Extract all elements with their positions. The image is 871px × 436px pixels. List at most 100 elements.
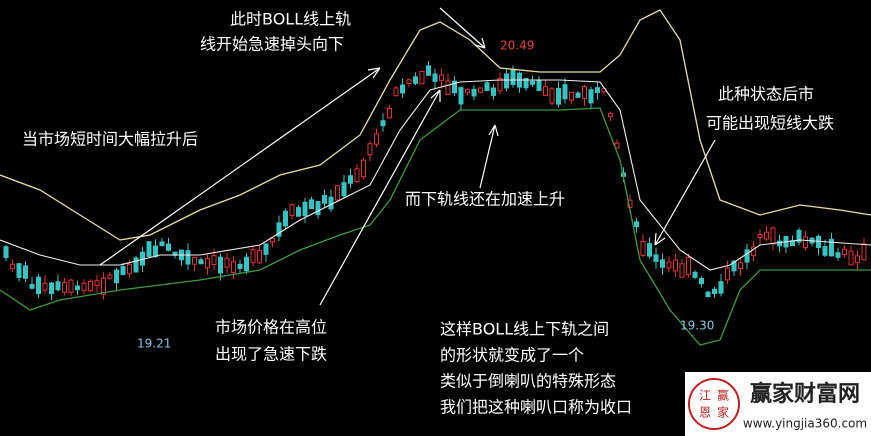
candle-body	[536, 80, 542, 91]
candle-body	[413, 76, 418, 84]
candle-body	[400, 84, 405, 94]
price-label: 19.30	[680, 319, 714, 333]
candle-body	[796, 229, 802, 243]
logo-char: 恩	[699, 406, 711, 420]
candle-body	[497, 77, 503, 92]
candle-body	[237, 263, 243, 269]
candle-body	[88, 280, 93, 292]
candle-body	[445, 80, 451, 95]
candle-body	[770, 227, 776, 245]
annotation: 类似于倒喇叭的特殊形态	[440, 372, 616, 391]
candle-body	[348, 175, 353, 184]
candle-body	[640, 241, 646, 256]
candle-body	[68, 279, 74, 293]
annotation: 线开始急速掉头向下	[200, 35, 344, 54]
candle-body	[127, 263, 132, 275]
candle-body	[120, 266, 126, 276]
candle-body	[588, 89, 594, 104]
candle-body	[36, 276, 41, 295]
candle-body	[387, 107, 392, 119]
arrows	[99, 7, 716, 306]
watermark-bg	[685, 372, 871, 436]
price-label: 19.21	[137, 337, 171, 351]
candle-body	[692, 271, 698, 278]
annotation: 当市场短时间大幅拉升后	[22, 130, 198, 149]
candle-body	[192, 256, 197, 265]
candle-body	[380, 120, 386, 127]
candle-body	[848, 250, 854, 266]
candle-body	[250, 249, 256, 264]
candle-body	[452, 80, 457, 94]
annotation: 此时BOLL线上轨	[230, 10, 351, 29]
candle-body	[257, 249, 262, 264]
candle-body	[712, 288, 717, 295]
logo	[688, 378, 740, 430]
candle-body	[484, 82, 490, 91]
candle-body	[855, 255, 860, 264]
candle-body	[289, 204, 295, 217]
candle-body	[406, 79, 412, 84]
candle-body	[816, 235, 821, 249]
candle-body	[296, 207, 301, 217]
watermark: 江 赢 恩 家 赢家财富网 www.yingjia360.com	[685, 372, 871, 436]
candle-body	[835, 252, 841, 258]
annotation: 此种状态后市	[718, 85, 814, 104]
candle-body	[439, 74, 444, 81]
candle-body	[523, 77, 529, 89]
candle-body	[153, 245, 158, 258]
candle-body	[432, 73, 438, 82]
logo-char: 江	[699, 389, 711, 403]
candle-body	[458, 87, 464, 105]
candle-body	[861, 243, 867, 261]
candle-body	[16, 263, 22, 279]
candle-body	[101, 277, 106, 295]
candle-body	[205, 258, 210, 269]
candle-body	[491, 87, 496, 96]
candle-body	[543, 85, 548, 96]
candle-body	[328, 196, 334, 210]
candle-body	[471, 88, 477, 97]
candle-body	[731, 260, 737, 272]
logo-char: 家	[717, 405, 729, 420]
candle-body	[595, 87, 600, 94]
lower-band	[0, 107, 871, 346]
site-url: www.yingjia360.com	[743, 417, 867, 431]
candle-body	[231, 261, 236, 273]
candle-body	[718, 281, 724, 294]
candle-body	[309, 199, 314, 210]
candle-body	[270, 237, 275, 243]
annotation: 可能出现短线大跌	[706, 114, 834, 133]
candle-body	[569, 91, 574, 101]
middle-band	[0, 79, 871, 271]
candle-body	[549, 88, 555, 104]
candle-body	[757, 233, 763, 238]
logo-char: 赢	[717, 388, 729, 403]
candle-body	[302, 201, 308, 217]
candle-body	[374, 133, 379, 145]
candle-body	[426, 65, 431, 76]
candle-body	[673, 259, 678, 272]
candle-body	[562, 84, 568, 100]
candle-body	[107, 274, 113, 279]
candle-body	[335, 185, 340, 201]
candle-body	[738, 262, 743, 269]
candle-body	[133, 257, 139, 273]
candle-body	[81, 282, 87, 292]
candle-body	[211, 255, 217, 265]
candle-body	[361, 159, 366, 178]
candle-body	[465, 89, 470, 94]
candle-body	[744, 249, 750, 263]
candle-body	[263, 243, 269, 255]
candle-body	[224, 257, 230, 268]
candle-body	[504, 73, 509, 89]
candle-body	[510, 68, 516, 85]
candle-body	[198, 259, 204, 265]
annotation: 这样BOLL线上下轨之间	[440, 320, 609, 339]
candle-body	[699, 278, 704, 285]
annotation: 而下轨线还在加速上升	[405, 190, 565, 209]
candle-body	[705, 291, 711, 298]
candle-body	[367, 143, 373, 156]
annotation: 市场价格在高位	[215, 318, 327, 337]
candle-body	[575, 92, 581, 98]
